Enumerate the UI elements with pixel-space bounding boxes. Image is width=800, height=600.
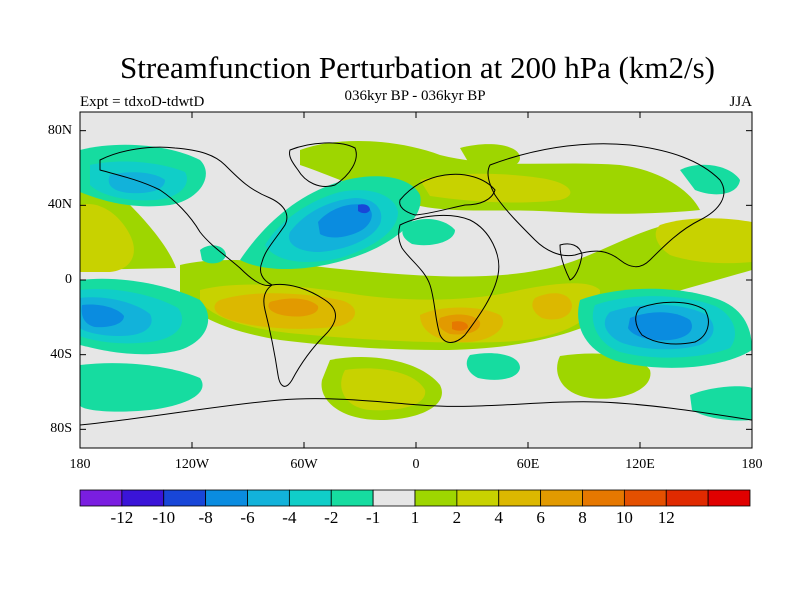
colorbar-label: 6 (536, 508, 545, 527)
plot-title: Streamfunction Perturbation at 200 hPa (… (120, 50, 715, 85)
colorbar-swatch (623, 489, 667, 507)
coastlines (80, 142, 752, 426)
contour-eq-atlantic-neg (402, 218, 455, 246)
contour-southern-africa-8 (452, 321, 468, 331)
coast-india (559, 243, 583, 281)
coast-australia (635, 301, 709, 345)
colorbar-swatch (330, 489, 374, 507)
lon-tick-label: 0 (412, 457, 420, 472)
colorbar (79, 489, 751, 507)
lat-tick-label: 80S (50, 421, 72, 437)
contour-ne-pacific-4 (108, 172, 165, 194)
colorbar-swatch (456, 489, 500, 507)
coast-africa (398, 215, 500, 343)
colorbar-swatch (707, 489, 751, 507)
contour-southern-neg2 (466, 353, 520, 380)
lat-tick-label: 40S (50, 346, 72, 362)
lon-tick-label: 60W (290, 457, 318, 472)
lon-tick-label: 60E (516, 457, 540, 472)
colorbar-label: 2 (452, 508, 462, 527)
contour-east-asia-2 (655, 218, 752, 264)
contour-ne-pacific-small (680, 164, 740, 195)
colorbar-label: -8 (198, 508, 213, 527)
axis-ticks (79, 112, 753, 448)
colorbar-label: 10 (615, 508, 633, 527)
colorbar-label: -4 (282, 508, 297, 527)
contour-australia-6 (628, 312, 692, 341)
lat-tick-label: 40N (47, 197, 72, 213)
lat-tick-label: 0 (65, 272, 72, 287)
season-label: JJA (729, 94, 752, 110)
colorbar-label: -6 (240, 508, 255, 527)
contour-north-pacific-2 (80, 204, 134, 272)
contour-north-atlantic-6 (318, 204, 372, 238)
contour-southern-ocean2-pos (557, 353, 651, 399)
lon-tick-label: 180 (69, 457, 91, 472)
lon-tick-label: 180 (741, 457, 763, 472)
colorbar-label: 8 (578, 508, 587, 527)
colorbar-swatch (247, 489, 290, 507)
contour-pacific-east-neg (690, 386, 752, 421)
contour-eurasia-neg (200, 245, 226, 264)
coast-south-america (263, 283, 336, 387)
map-area (80, 112, 752, 448)
contour-antarctic-neg (80, 363, 203, 412)
contour-south-atlantic-2 (341, 368, 426, 411)
experiment-label: Expt = tdxoD-tdwtD (80, 94, 205, 110)
plot-subtitle: 036kyr BP - 036kyr BP (344, 88, 486, 104)
colorbar-label: -12 (110, 508, 134, 527)
coast-north-america (99, 146, 288, 287)
colorbar-swatch (205, 489, 248, 507)
colorbar-swatch (582, 489, 625, 507)
colorbar-label: -10 (152, 508, 176, 527)
colorbar-label: 12 (657, 508, 675, 527)
contour-south-america-6 (268, 298, 319, 317)
coast-antarctica (80, 398, 752, 426)
colorbar-swatch (540, 489, 583, 507)
colorbar-swatch (121, 489, 165, 507)
contour-south-pacific-6 (81, 304, 124, 328)
coast-asia (487, 143, 725, 268)
contour-indian-4 (532, 293, 572, 320)
colorbar-label: 1 (410, 508, 420, 527)
colorbar-label: -1 (366, 508, 381, 527)
lon-tick-label: 120E (625, 457, 655, 472)
contour-north-eurasia-pos (460, 144, 520, 170)
lat-tick-label: 80N (47, 122, 72, 138)
colorbar-label: 4 (494, 508, 504, 527)
colorbar-label: -2 (324, 508, 339, 527)
lon-tick-label: 120W (174, 457, 210, 472)
colorbar-swatch (498, 489, 542, 507)
colorbar-swatch (79, 489, 123, 507)
coast-europe (399, 173, 496, 216)
colorbar-swatch (163, 489, 207, 507)
coast-greenland (289, 142, 357, 187)
colorbar-swatch (372, 489, 416, 507)
colorbar-swatch (288, 489, 332, 507)
colorbar-swatch (665, 489, 709, 507)
contour-north-atlantic-8 (358, 204, 370, 214)
contour-eurasia-2 (420, 173, 571, 203)
colorbar-swatch (414, 489, 458, 507)
